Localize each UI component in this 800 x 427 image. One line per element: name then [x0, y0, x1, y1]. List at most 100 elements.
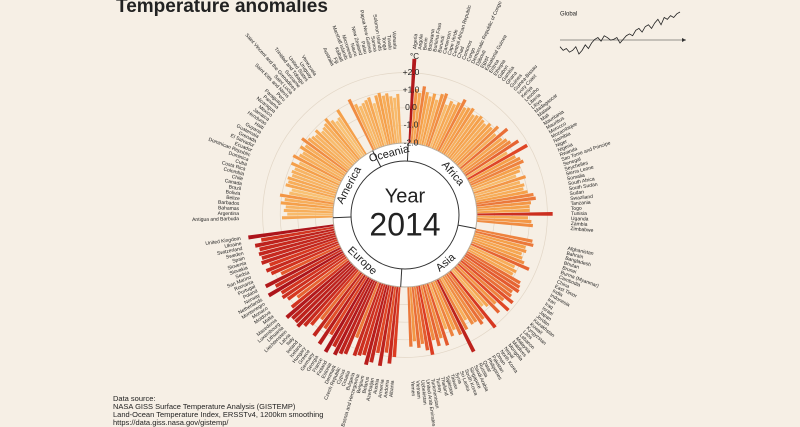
- chart-title: Temperature anomalies: [116, 0, 328, 17]
- bar: [283, 208, 334, 214]
- country-label: Tanzania: [570, 200, 591, 207]
- bar: [287, 176, 337, 195]
- bar: [458, 261, 505, 302]
- bar: [463, 140, 512, 175]
- country-label: South Africa: [568, 176, 596, 187]
- bar: [450, 119, 485, 161]
- bar: [364, 284, 388, 366]
- bar: [279, 193, 335, 205]
- bar: [459, 127, 509, 170]
- bar: [354, 103, 377, 150]
- bar: [384, 286, 397, 353]
- bars: [248, 58, 553, 367]
- country-label: Israel: [541, 306, 554, 318]
- bar: [291, 263, 353, 321]
- country-label: Vietnam: [414, 380, 421, 399]
- source-text: NASA GISS Surface Temperature Analysis (…: [113, 402, 296, 411]
- country-label: Australia: [321, 47, 335, 67]
- center-value: 2014: [369, 206, 440, 242]
- bar: [461, 258, 513, 298]
- bar: [425, 93, 445, 147]
- country-label: Tonga: [380, 36, 388, 50]
- bar: [453, 122, 492, 164]
- inset-label: Global: [560, 12, 577, 18]
- country-label: Angola: [417, 34, 424, 50]
- bar: [296, 266, 356, 328]
- bar: [320, 270, 361, 321]
- bar: [347, 98, 375, 151]
- bar: [385, 93, 396, 144]
- bar: [387, 286, 399, 364]
- country-label: Belize: [226, 195, 240, 202]
- country-label: Chile: [231, 174, 244, 182]
- country-label: Egypt: [479, 55, 491, 70]
- bar: [392, 97, 400, 144]
- region-divider: [406, 143, 409, 162]
- country-label: United Kingdom: [205, 236, 241, 247]
- bar: [475, 192, 534, 205]
- country-label: Democratic Republic of Congo: [470, 0, 503, 65]
- bar: [473, 175, 527, 195]
- country-label: Tuvalu: [385, 35, 392, 51]
- country-label: India: [551, 288, 564, 298]
- region-divider: [372, 150, 382, 167]
- country-label: Colombia: [223, 166, 245, 177]
- country-label: Solomon Islands: [371, 14, 383, 52]
- bar: [454, 266, 501, 314]
- bar: [431, 100, 454, 149]
- country-label: Fiji: [332, 57, 340, 65]
- bar: [285, 205, 334, 212]
- bar: [352, 282, 382, 357]
- country-label: Botswana: [427, 29, 436, 52]
- bar: [361, 102, 381, 148]
- bar: [261, 234, 337, 260]
- bar: [362, 283, 386, 356]
- bar: [430, 281, 455, 337]
- country-label: Cuba: [234, 158, 247, 167]
- country-label: Slovakia: [229, 265, 249, 277]
- bar: [476, 196, 536, 207]
- country-label: Taiwan: [449, 374, 459, 391]
- bar: [304, 144, 347, 175]
- bar: [381, 95, 393, 145]
- country-label: Togo: [571, 206, 582, 212]
- country-label: Peru: [275, 92, 287, 104]
- bar: [372, 102, 387, 146]
- bar: [471, 165, 521, 188]
- bar: [343, 280, 378, 355]
- inset-arrow: [682, 38, 686, 42]
- country-label: Nigeria: [557, 142, 574, 154]
- bar: [396, 93, 402, 144]
- bar: [448, 115, 483, 159]
- country-label: Armenia: [377, 379, 385, 398]
- bar: [374, 95, 389, 146]
- country-label: Yemen: [409, 381, 416, 397]
- bar: [465, 151, 508, 179]
- bar: [294, 264, 355, 324]
- bar: [467, 143, 529, 181]
- country-label: Ukraine: [224, 241, 242, 250]
- bar: [411, 286, 421, 349]
- country-label: Iraq: [544, 301, 555, 311]
- country-label: Azerbaijan: [366, 377, 377, 402]
- country-label: Mali: [540, 113, 551, 123]
- bar: [441, 107, 471, 154]
- country-label: Nauru: [349, 43, 359, 58]
- bar: [281, 215, 334, 220]
- country-label: Senegal: [562, 157, 581, 168]
- country-label: South Sudan: [569, 182, 599, 193]
- bar: [429, 104, 448, 148]
- country-label: Algeria: [412, 33, 419, 49]
- y-tick-label: -2.0: [404, 137, 419, 147]
- bar: [436, 278, 476, 353]
- bar: [414, 86, 427, 144]
- bar: [443, 107, 475, 155]
- bar: [323, 122, 359, 162]
- bar: [281, 254, 346, 300]
- country-label: Kiribati: [333, 46, 344, 62]
- bar: [307, 137, 350, 172]
- bar: [472, 174, 517, 192]
- bar: [470, 243, 530, 271]
- bar: [369, 284, 390, 363]
- bar: [473, 180, 521, 197]
